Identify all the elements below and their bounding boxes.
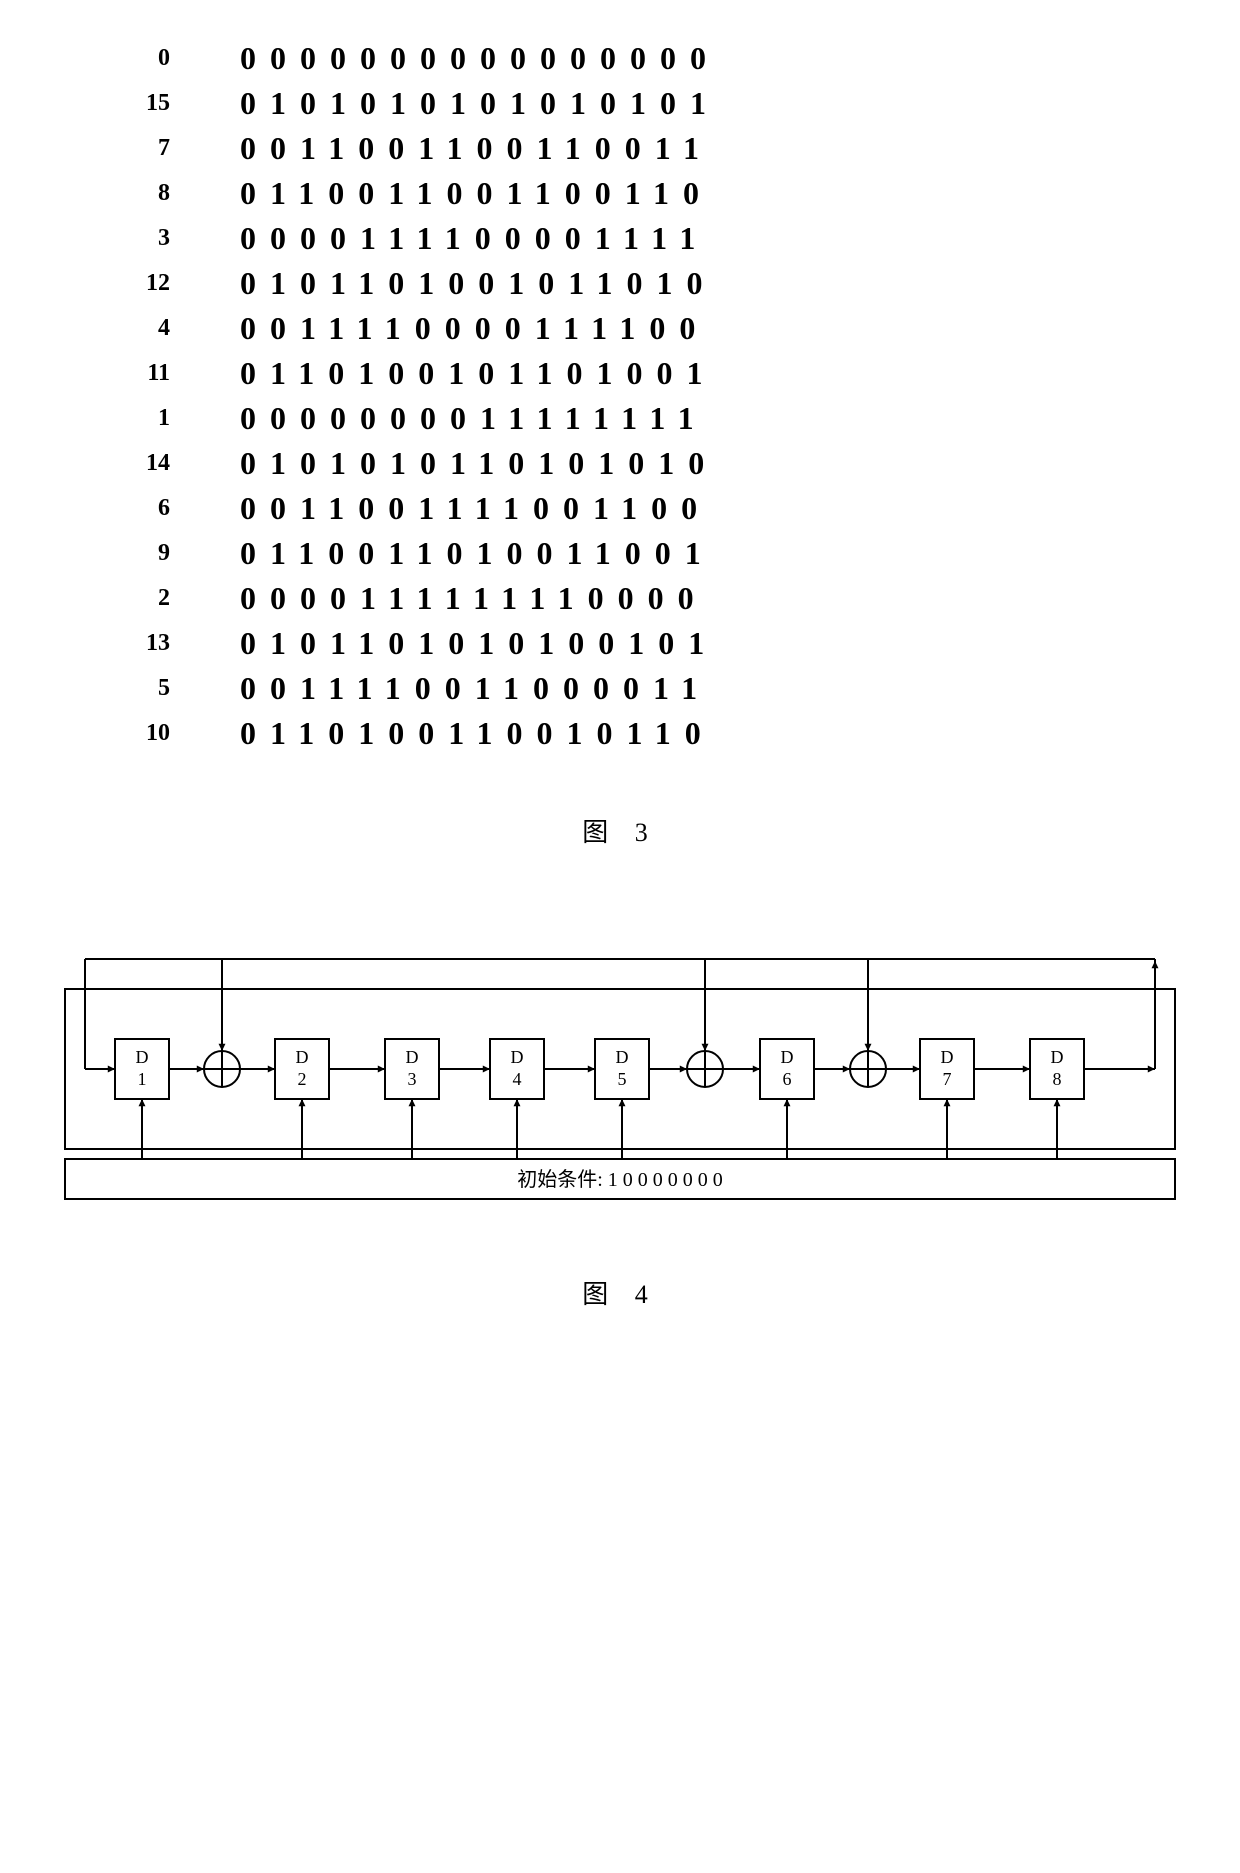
table-row: 7 0011001100110011 <box>100 130 1180 167</box>
arrowhead <box>514 1099 521 1106</box>
row-index: 15 <box>100 90 170 117</box>
row-bits: 0101010101010101 <box>240 85 720 122</box>
row-bits: 0101101010100101 <box>240 625 718 662</box>
arrowhead <box>197 1066 204 1073</box>
register-label: D <box>616 1047 629 1067</box>
arrowhead <box>588 1066 595 1073</box>
row-index: 12 <box>100 270 170 297</box>
table-row: 12 0101101001011010 <box>100 265 1180 302</box>
table-row: 9 0110011010011001 <box>100 535 1180 572</box>
table-row: 1 0000000011111111 <box>100 400 1180 437</box>
fig3-caption-prefix: 图 <box>582 818 618 847</box>
arrowhead <box>680 1066 687 1073</box>
register-number: 2 <box>298 1069 307 1089</box>
register-label: D <box>511 1047 524 1067</box>
arrowhead <box>784 1099 791 1106</box>
register-number: 1 <box>138 1069 147 1089</box>
table-row: 8 0110011001100110 <box>100 175 1180 212</box>
arrowhead <box>1054 1099 1061 1106</box>
arrowhead <box>139 1099 146 1106</box>
fig4-caption-prefix: 图 <box>582 1280 618 1309</box>
arrowhead <box>702 1044 709 1051</box>
table-row: 4 0011110000111100 <box>100 310 1180 347</box>
row-index: 8 <box>100 180 170 207</box>
row-index: 0 <box>100 45 170 72</box>
row-index: 7 <box>100 135 170 162</box>
register-number: 7 <box>943 1069 952 1089</box>
row-bits: 0011001100110011 <box>240 130 713 167</box>
row-bits: 0101101001011010 <box>240 265 716 302</box>
row-bits: 0000111111110000 <box>240 580 708 617</box>
row-index: 14 <box>100 450 170 477</box>
figure3-table: 0000000000000000015010101010101010170011… <box>100 40 1180 752</box>
table-row: 6 0011001111001100 <box>100 490 1180 527</box>
arrowhead <box>1152 961 1159 968</box>
row-bits: 0000111100001111 <box>240 220 709 257</box>
table-row: 00000000000000000 <box>100 40 1180 77</box>
table-row: 3 0000111100001111 <box>100 220 1180 257</box>
table-row: 13 0101101010100101 <box>100 625 1180 662</box>
register-number: 4 <box>513 1069 522 1089</box>
row-index: 6 <box>100 495 170 522</box>
table-row: 14 0101010110101010 <box>100 445 1180 482</box>
arrowhead <box>378 1066 385 1073</box>
row-bits: 0011001111001100 <box>240 490 711 527</box>
arrowhead <box>268 1066 275 1073</box>
row-index: 1 <box>100 405 170 432</box>
row-bits: 0000000011111111 <box>240 400 708 437</box>
row-index: 9 <box>100 540 170 567</box>
row-bits: 0011110000111100 <box>240 310 709 347</box>
row-bits: 0110100110010110 <box>240 715 715 752</box>
arrowhead <box>913 1066 920 1073</box>
fig3-caption-number: 3 <box>635 818 658 847</box>
row-bits: 0000000000000000 <box>240 40 720 77</box>
arrowhead <box>299 1099 306 1106</box>
row-bits: 0110100101101001 <box>240 355 716 392</box>
init-condition-label: 初始条件: 1 0 0 0 0 0 0 0 <box>517 1168 723 1191</box>
figure4-diagram: D1D2D3D4D5D6D7D8初始条件: 1 0 0 0 0 0 0 0 <box>60 929 1180 1234</box>
table-row: 2 0000111111110000 <box>100 580 1180 617</box>
table-row: 15 0101010101010101 <box>100 85 1180 122</box>
arrowhead <box>219 1044 226 1051</box>
row-index: 2 <box>100 585 170 612</box>
register-number: 3 <box>408 1069 417 1089</box>
register-number: 5 <box>618 1069 627 1089</box>
register-label: D <box>941 1047 954 1067</box>
arrowhead <box>843 1066 850 1073</box>
arrowhead <box>108 1066 115 1073</box>
row-index: 13 <box>100 630 170 657</box>
row-bits: 0110011001100110 <box>240 175 713 212</box>
arrowhead <box>1023 1066 1030 1073</box>
register-label: D <box>136 1047 149 1067</box>
arrowhead <box>409 1099 416 1106</box>
row-index: 11 <box>100 360 170 387</box>
row-bits: 0110011010011001 <box>240 535 715 572</box>
row-bits: 0011110011000011 <box>240 670 711 707</box>
row-bits: 0101010110101010 <box>240 445 718 482</box>
row-index: 5 <box>100 675 170 702</box>
table-row: 11 0110100101101001 <box>100 355 1180 392</box>
arrowhead <box>753 1066 760 1073</box>
register-number: 6 <box>783 1069 792 1089</box>
arrowhead <box>1148 1066 1155 1073</box>
table-row: 5 0011110011000011 <box>100 670 1180 707</box>
register-label: D <box>1051 1047 1064 1067</box>
table-row: 10 0110100110010110 <box>100 715 1180 752</box>
register-label: D <box>781 1047 794 1067</box>
figure3-caption: 图 3 <box>60 812 1180 849</box>
lfsr-svg: D1D2D3D4D5D6D7D8初始条件: 1 0 0 0 0 0 0 0 <box>60 929 1180 1229</box>
arrowhead <box>619 1099 626 1106</box>
row-index: 4 <box>100 315 170 342</box>
register-label: D <box>406 1047 419 1067</box>
arrowhead <box>865 1044 872 1051</box>
register-label: D <box>296 1047 309 1067</box>
figure4-caption: 图 4 <box>60 1274 1180 1311</box>
register-number: 8 <box>1053 1069 1062 1089</box>
row-index: 3 <box>100 225 170 252</box>
arrowhead <box>483 1066 490 1073</box>
row-index: 10 <box>100 720 170 747</box>
arrowhead <box>944 1099 951 1106</box>
fig4-caption-number: 4 <box>635 1280 658 1309</box>
